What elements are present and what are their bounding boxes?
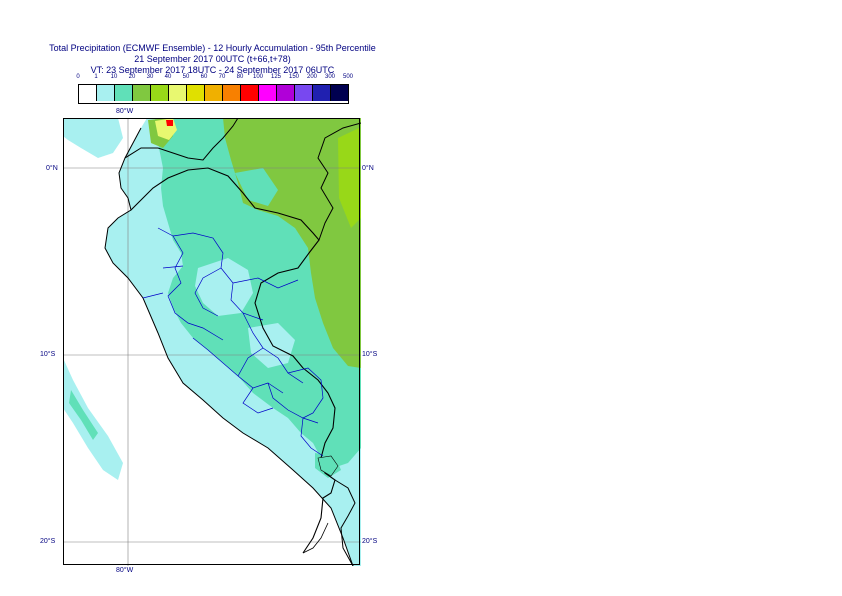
legend-swatch — [205, 85, 223, 101]
extreme-precip-spot — [166, 120, 173, 126]
legend-tick-label: 125 — [270, 74, 282, 80]
bolivia-border — [334, 479, 356, 566]
legend-swatch — [241, 85, 259, 101]
ecuador-colombia-border — [124, 118, 239, 161]
legend-tick-label: 1 — [94, 74, 98, 80]
axis-label-lat10-left: 10°S — [40, 351, 56, 358]
axis-label-lat20-right: 20°S — [362, 538, 378, 545]
colorbar-legend — [78, 84, 349, 104]
legend-swatch — [115, 85, 133, 101]
axis-label-top-lon: 80°W — [116, 108, 134, 115]
legend-swatch — [259, 85, 277, 101]
legend-swatch — [151, 85, 169, 101]
chart-title-line3: VT: 23 September 2017 18UTC - 24 Septemb… — [90, 65, 335, 75]
precipitation-map — [63, 118, 361, 566]
legend-swatch — [79, 85, 97, 101]
light-precip-hole-2 — [248, 323, 295, 368]
legend-tick-label: 100 — [252, 74, 264, 80]
legend-swatch — [187, 85, 205, 101]
ocean-precip-patch-1 — [63, 118, 123, 158]
map-frame — [63, 118, 360, 565]
lake-titicaca — [317, 455, 339, 477]
legend-swatch — [223, 85, 241, 101]
legend-swatch — [313, 85, 331, 101]
medium-precip-notch — [235, 168, 278, 206]
legend-tick-label: 200 — [306, 74, 318, 80]
legend-tick-label: 500 — [342, 74, 354, 80]
peru-border-line — [130, 167, 336, 554]
regional-boundaries — [142, 227, 324, 457]
legend-tick-label: 60 — [200, 74, 208, 80]
brazil-border — [317, 122, 361, 241]
axis-label-lat10-right: 10°S — [362, 351, 378, 358]
legend-swatch — [133, 85, 151, 101]
legend-tick-label: 50 — [182, 74, 190, 80]
chart-title-line2: 21 September 2017 00UTC (t+66,t+78) — [134, 54, 291, 64]
legend-tick-label: 10 — [110, 74, 118, 80]
axis-label-bottom-lon: 80°W — [116, 567, 134, 574]
chart-title-line1: Total Precipitation (ECMWF Ensemble) - 1… — [49, 43, 376, 53]
ocean-precip-patch-2 — [63, 358, 123, 480]
legend-tick-label: 20 — [128, 74, 136, 80]
chile-border — [302, 522, 329, 554]
legend-swatch — [97, 85, 115, 101]
legend-tick-label: 80 — [236, 74, 244, 80]
yellowgreen-patch — [338, 128, 361, 228]
legend-tick-label: 150 — [288, 74, 300, 80]
legend-tick-label: 40 — [164, 74, 172, 80]
legend-swatch — [169, 85, 187, 101]
axis-label-lat0-left: 0°N — [46, 165, 58, 172]
legend-swatch — [277, 85, 295, 101]
legend-swatch — [331, 85, 348, 101]
light-precip-hole-1 — [195, 258, 253, 316]
axis-label-lat20-left: 20°S — [40, 538, 56, 545]
legend-swatch — [295, 85, 313, 101]
ocean-precip-patch-2b — [69, 390, 98, 440]
legend-tick-label: 300 — [324, 74, 336, 80]
legend-tick-label: 0 — [76, 74, 80, 80]
legend-tick-label: 70 — [218, 74, 226, 80]
legend-tick-label: 30 — [146, 74, 154, 80]
axis-label-lat0-right: 0°N — [362, 165, 374, 172]
